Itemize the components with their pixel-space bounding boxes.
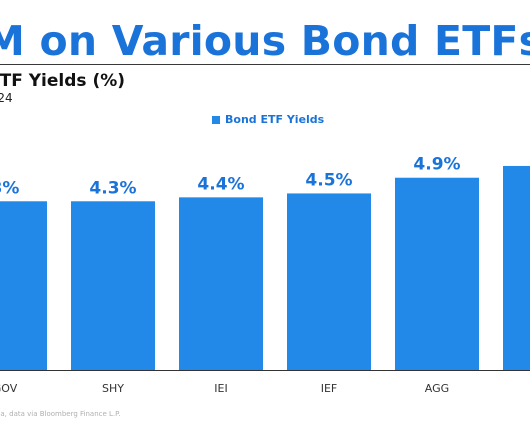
legend-label: Bond ETF Yields — [225, 113, 325, 126]
legend: Bond ETF Yields — [212, 113, 324, 126]
data-label: 3% — [0, 178, 19, 198]
data-label: 4.4% — [197, 174, 244, 194]
category-label: IEF — [321, 382, 338, 395]
category-label: GOV — [0, 382, 18, 395]
data-label: 4.9% — [413, 155, 460, 175]
source-note: dia, data via Bloomberg Finance L.P. — [0, 410, 121, 418]
legend-swatch — [212, 115, 220, 124]
bar-iei — [179, 197, 263, 370]
title-divider — [0, 64, 530, 65]
bar-shy — [71, 201, 155, 370]
category-label: SHY — [102, 382, 124, 395]
data-label: 4.3% — [89, 178, 136, 198]
bar-ief — [287, 193, 371, 370]
bar-gov — [0, 201, 47, 370]
chart-subtitle: ETF Yields (%) — [0, 71, 126, 91]
data-label: 4.5% — [305, 170, 352, 190]
category-label: AGG — [425, 382, 449, 395]
bar-series-5 — [503, 165, 530, 370]
chart-date: /2024 — [0, 91, 13, 105]
chart-title: M on Various Bond ETFs — [0, 17, 530, 65]
category-label: IEI — [214, 382, 227, 395]
bar-agg — [395, 177, 479, 370]
